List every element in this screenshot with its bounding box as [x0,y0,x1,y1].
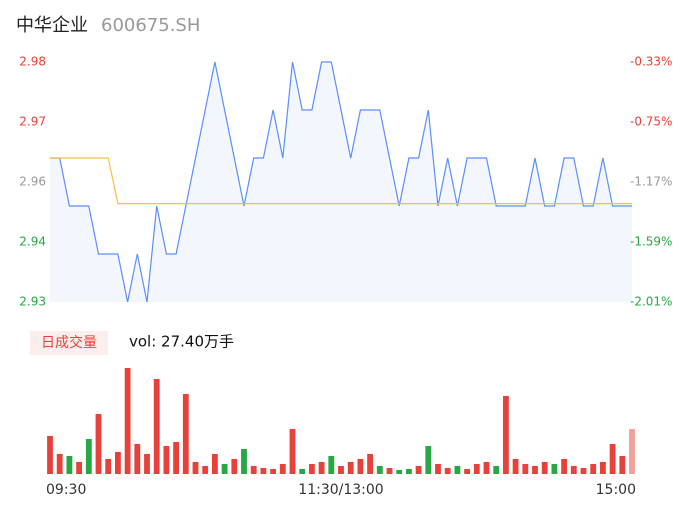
volume-bar [144,454,150,474]
volume-bar [250,466,257,474]
y2-tick-label: -1.17% [630,175,672,189]
volume-bar [405,469,412,474]
volume-bar [114,452,121,474]
volume-bar [347,462,354,474]
volume-bar [76,462,83,474]
volume-bar [570,466,577,474]
volume-bar [289,429,296,474]
volume-bar [415,466,422,474]
volume-bar [609,444,616,474]
avg-line [50,157,632,205]
volume-bar [328,456,335,474]
volume-bar [483,462,490,474]
volume-bar [318,462,325,474]
volume-bar [56,454,63,474]
y-tick-label: 2.97 [19,115,46,129]
y-tick-label: 2.96 [19,175,46,189]
volume-bar [47,436,53,474]
y2-tick-label: -0.75% [630,115,672,129]
volume-bar [279,464,286,474]
volume-bar [629,429,635,474]
volume-bar [241,449,247,474]
stock-name: 中华企业 [16,15,88,36]
volume-bar [376,466,383,474]
y2-tick-label: -1.59% [630,235,672,249]
volume-bar [551,464,558,474]
volume-bar [211,454,218,474]
volume-bar [425,446,432,474]
volume-bar [367,454,374,474]
volume-bar [124,368,131,474]
price-line [50,61,632,303]
volume-bar [260,468,267,474]
volume-bar [299,469,306,474]
volume-bar [192,462,199,474]
x-tick-label: 11:30/13:00 [298,482,383,498]
volume-bar [619,456,626,474]
volume-bar [493,466,500,474]
volume-bar [66,456,73,474]
volume-bar [473,464,480,474]
volume-bar [502,396,509,474]
volume-bar [134,444,141,474]
volume-bar [512,459,519,474]
volume-bar [163,446,170,474]
volume-bar [396,470,403,474]
volume-bar [221,464,228,474]
volume-bar [95,414,102,474]
volume-summary: vol: 27.40万手 [129,333,234,351]
y2-tick-label: -0.33% [630,55,672,69]
y-tick-label: 2.94 [19,235,46,249]
volume-legend-box [30,331,108,355]
x-tick-label: 09:30 [46,482,86,498]
volume-bar [561,459,568,474]
volume-bar [105,459,112,474]
x-tick-label: 15:00 [596,482,636,498]
volume-bar [590,464,597,474]
volume-bar [308,464,315,474]
y-tick-label: 2.93 [19,295,46,309]
volume-bar [580,468,587,474]
volume-bar [270,469,277,474]
volume-bar [541,462,548,474]
price-area [50,62,632,302]
volume-bar [357,459,364,474]
volume-bar [522,464,529,474]
volume-bar [202,466,209,474]
volume-bar [454,466,461,474]
volume-bar [182,394,189,474]
volume-bar [231,459,238,474]
volume-bar [444,468,451,474]
volume-bar [532,466,538,474]
stock-code: 600675.SH [101,15,200,36]
volume-bar [464,469,471,474]
volume-bar [338,466,344,474]
volume-bar [153,379,160,474]
volume-legend: 日成交量 [41,334,97,351]
volume-bar [435,464,441,474]
volume-bar [599,462,606,474]
y2-tick-label: -2.01% [630,295,672,309]
volume-bar [173,442,180,474]
volume-bar [386,468,393,474]
y-tick-label: 2.98 [19,55,46,69]
volume-bar [85,439,92,474]
